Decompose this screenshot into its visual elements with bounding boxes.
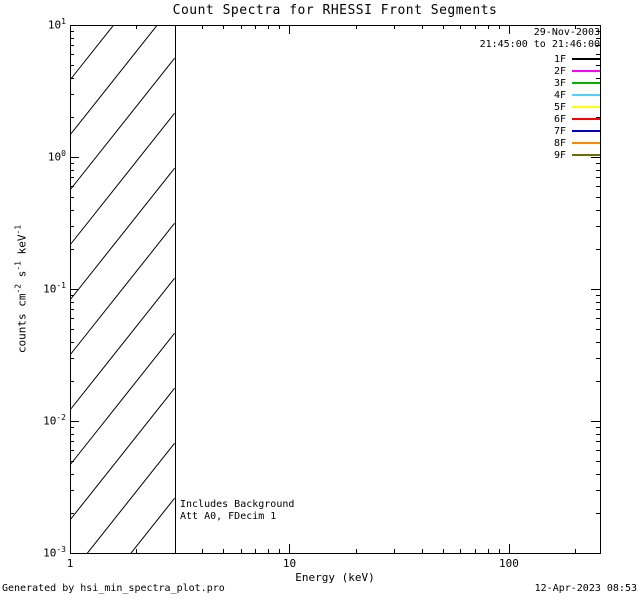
x-tick-label: 1 bbox=[66, 557, 74, 570]
y-tick-label: 10-1 bbox=[43, 281, 66, 296]
legend-label: 9F bbox=[553, 149, 566, 161]
legend-label: 4F bbox=[553, 89, 566, 101]
attenuator-note: Att A0, FDecim 1 bbox=[180, 510, 277, 522]
legend-color-line bbox=[572, 142, 600, 144]
legend-label: 2F bbox=[553, 65, 566, 77]
legend-entry-2F: 2F bbox=[554, 65, 600, 77]
render-timestamp: 12-Apr-2023 08:53 bbox=[534, 583, 637, 594]
legend: 1F 2F 3F 4F 5F 6F 7F 8F 9F bbox=[554, 53, 600, 161]
legend-color-line bbox=[572, 118, 600, 120]
legend-label: 8F bbox=[553, 137, 566, 149]
legend-entry-8F: 8F bbox=[554, 137, 600, 149]
legend-label: 3F bbox=[553, 77, 566, 89]
legend-color-line bbox=[572, 70, 600, 72]
legend-color-line bbox=[572, 130, 600, 132]
x-tick-label: 10 bbox=[282, 557, 297, 570]
legend-entry-1F: 1F bbox=[554, 53, 600, 65]
y-tick-label: 10-2 bbox=[43, 413, 66, 428]
observation-time-range: 21:45:00 to 21:46:00 bbox=[479, 39, 600, 50]
y-tick-label: 100 bbox=[47, 149, 66, 164]
background-note: Includes Background bbox=[180, 499, 295, 510]
y-tick-label: 10-3 bbox=[43, 545, 66, 560]
x-tick-label: 100 bbox=[498, 557, 519, 570]
legend-entry-9F: 9F bbox=[554, 149, 600, 161]
generator-credit: Generated by hsi_min_spectra_plot.pro bbox=[2, 583, 225, 594]
legend-entry-6F: 6F bbox=[554, 113, 600, 125]
legend-label: 1F bbox=[553, 53, 566, 65]
legend-entry-4F: 4F bbox=[554, 89, 600, 101]
chart-title: Count Spectra for RHESSI Front Segments bbox=[172, 3, 498, 18]
observation-date: 29-Nov-2003 bbox=[533, 27, 600, 38]
legend-entry-5F: 5F bbox=[554, 101, 600, 113]
legend-color-line bbox=[572, 82, 600, 84]
legend-entry-7F: 7F bbox=[554, 125, 600, 137]
legend-color-line bbox=[572, 106, 600, 108]
x-axis-label: Energy (keV) bbox=[295, 571, 375, 584]
legend-color-line bbox=[572, 58, 600, 60]
plot-annotations: Includes Background Att A0, FDecim 1 bbox=[180, 499, 294, 522]
legend-label: 6F bbox=[553, 113, 566, 125]
observation-info: 29-Nov-2003 21:45:00 to 21:46:00 bbox=[480, 27, 600, 51]
legend-label: 5F bbox=[553, 101, 566, 113]
legend-entry-3F: 3F bbox=[554, 77, 600, 89]
legend-color-line bbox=[572, 154, 600, 156]
legend-label: 7F bbox=[553, 125, 566, 137]
legend-color-line bbox=[572, 94, 600, 96]
y-tick-label: 101 bbox=[47, 17, 66, 32]
